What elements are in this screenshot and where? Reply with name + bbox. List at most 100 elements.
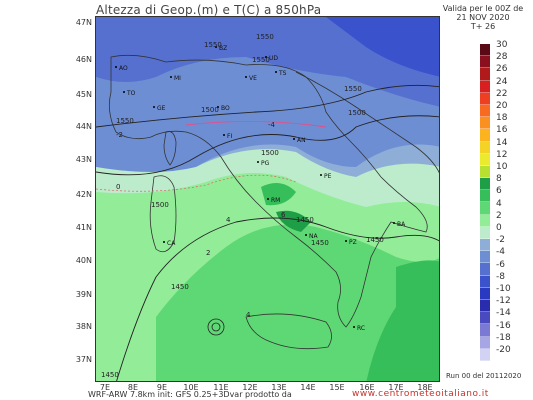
lat-label: 45N [75, 90, 92, 99]
city-label: GE [157, 105, 166, 112]
corsica-coastline [163, 131, 177, 166]
legend-swatch [480, 117, 490, 130]
legend-label: 12 [496, 149, 508, 160]
lat-label: 40N [75, 256, 92, 265]
legend-label: 22 [496, 88, 508, 99]
city-label: BA [397, 221, 406, 228]
isotherm-label: 0 [116, 183, 120, 191]
legend-label: -12 [496, 296, 511, 307]
lat-label: 43N [75, 155, 92, 164]
legend-swatch [480, 153, 490, 166]
city-label: UD [269, 55, 278, 62]
italy-coastline [108, 54, 428, 328]
legend-swatch [480, 324, 490, 337]
legend-swatch [480, 214, 490, 227]
legend-label: -4 [496, 247, 505, 258]
legend-label: 20 [496, 101, 508, 111]
sicily-coastline [245, 313, 332, 350]
legend-swatch [480, 190, 490, 203]
valid-lead-time: T+ 26 [470, 22, 496, 31]
isotherm-minus4 [185, 121, 327, 128]
legend-swatch [480, 226, 490, 239]
legend-label: -8 [496, 271, 505, 282]
legend-swatch [480, 336, 490, 349]
legend-label: -6 [496, 259, 505, 270]
isobar-label: 1450 [311, 239, 329, 247]
legend-swatch [480, 312, 490, 325]
lon-label: 8E [127, 383, 139, 392]
city-label: BO [221, 105, 230, 112]
temperature-legend [480, 44, 490, 361]
isobar-label: 1500 [201, 106, 219, 114]
lon-label: 7E [99, 383, 111, 392]
isotherm-label: 6 [281, 211, 286, 219]
legend-label: 10 [496, 162, 508, 172]
city-label: FI [227, 133, 232, 140]
lon-label: 16E [359, 383, 375, 392]
field-plus8 [276, 210, 311, 232]
field-minus6 [96, 17, 439, 107]
legend-label: 26 [496, 64, 508, 75]
legend-swatch [480, 251, 490, 264]
balkan-coastline [295, 71, 439, 174]
valid-line-1: Valida per le 00Z de [442, 4, 524, 13]
website-link[interactable]: www.centrometeoitaliano.it [352, 389, 489, 399]
isobar-label: 1550 [252, 56, 270, 64]
legend-label: 16 [496, 125, 508, 136]
city-label: BZ [219, 45, 227, 52]
isobar-1450 [116, 217, 439, 381]
lat-label: 41N [75, 223, 92, 232]
isobar-label: 1500 [261, 149, 279, 157]
lon-label: 13E [271, 383, 287, 392]
legend-swatch [480, 92, 490, 105]
field-plus6 [366, 260, 439, 381]
legend-label: 30 [496, 40, 508, 50]
legend-label: -16 [496, 320, 511, 331]
isotherm-label: 4 [226, 216, 231, 224]
legend-swatch [480, 348, 490, 361]
legend-swatch [480, 141, 490, 154]
legend-swatch [480, 56, 490, 69]
field-plus6-tyrrhenian [261, 183, 296, 206]
city-label: AO [119, 65, 128, 72]
isotherm-labels: -4 -2 0 2 4 6 4 [116, 121, 286, 319]
sardinia-coastline [149, 175, 177, 253]
isobar-label: 1450 [296, 216, 314, 224]
lon-label: 11E [213, 383, 229, 392]
lon-label: 10E [183, 383, 199, 392]
legend-swatch [480, 44, 490, 57]
isotherm-zero [96, 174, 297, 192]
legend-label: -14 [496, 308, 511, 319]
legend-label: 2 [496, 210, 502, 221]
city-label: CA [167, 240, 176, 247]
city-label: AN [297, 137, 306, 144]
legend-swatch [480, 275, 490, 288]
isobar-label: 1550 [256, 33, 274, 41]
isotherm-label: 4 [246, 311, 251, 319]
isobar-label: 1450 [366, 236, 384, 244]
city-label: VE [249, 75, 257, 82]
run-info: Run 00 del 20112020 [446, 372, 522, 380]
legend-label: -20 [496, 345, 511, 355]
model-credit: WRF-ARW 7.8km init: GFS 0.25+3Dvar prodo… [88, 390, 292, 399]
map-title: Altezza di Geop.(m) e T(C) a 850hPa [96, 3, 322, 17]
legend-label: 6 [496, 186, 502, 197]
isobar-label: 1450 [171, 283, 189, 291]
legend-label: 18 [496, 113, 508, 124]
legend-label: 28 [496, 52, 508, 63]
city-label: TO [126, 90, 136, 97]
legend-label: 8 [496, 174, 502, 185]
legend-swatch [480, 68, 490, 81]
lat-label: 42N [75, 190, 92, 199]
legend-swatch [480, 239, 490, 252]
low-center-inner [211, 322, 221, 332]
map-canvas: TO MI VE FI AN PE RM NA PZ BA RC CA TS G… [96, 17, 439, 381]
legend-swatch [480, 165, 490, 179]
city-label: TS [278, 70, 287, 77]
lat-label: 38N [75, 322, 92, 331]
weather-map[interactable]: TO MI VE FI AN PE RM NA PZ BA RC CA TS G… [95, 16, 440, 382]
legend-label: -10 [496, 284, 511, 294]
legend-label: 0 [496, 223, 502, 233]
validity-info: Valida per le 00Z de 21 NOV 2020 T+ 26 [434, 4, 532, 31]
low-center-ring [207, 318, 225, 336]
